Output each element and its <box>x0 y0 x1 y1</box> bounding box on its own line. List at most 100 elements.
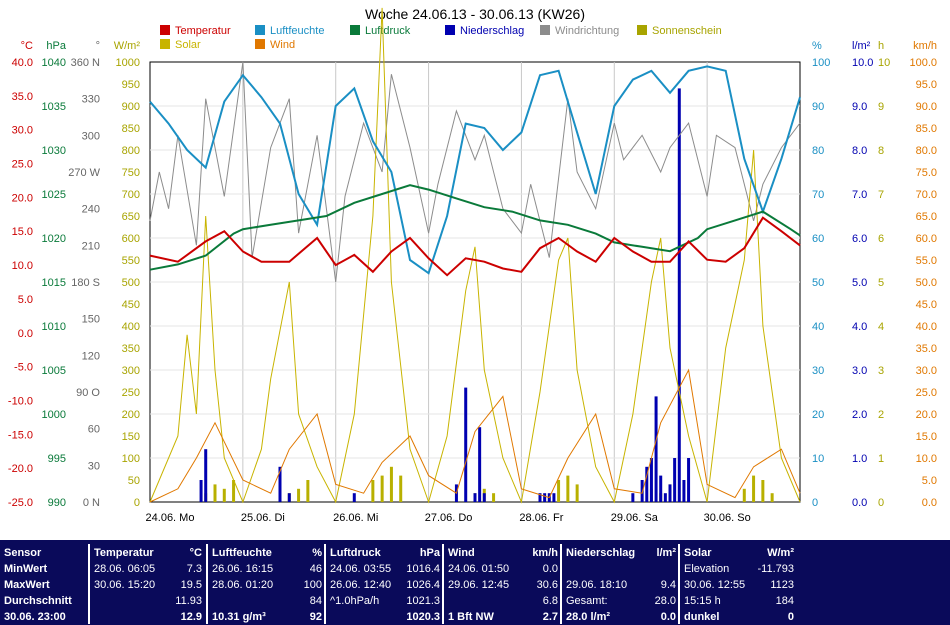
wind-header: Wind km/h <box>448 546 558 560</box>
legend-swatch-7 <box>255 39 265 49</box>
wind-row-0-value: 0.0 <box>542 563 558 575</box>
axis-0-tick-9: -5.0 <box>14 362 33 374</box>
precip-bar-24 <box>682 480 686 502</box>
luftfeuchte-row-1: 28.06. 01:20 100 <box>212 578 322 592</box>
wind-row-0: 24.06. 01:50 0.0 <box>448 562 558 576</box>
series-luftdruck <box>149 184 801 271</box>
axis-7-tick-2: 90.0 <box>916 101 937 113</box>
axis-7-tick-6: 70.0 <box>916 189 937 201</box>
luftdruck-row-0-label: 24.06. 03:55 <box>330 563 392 575</box>
precip-bar-7 <box>473 493 477 502</box>
legend-label-5: Sonnenschein <box>652 25 722 37</box>
sunshine-bar-21 <box>752 475 756 502</box>
niederschlag-row-3-label: 28.0 l/m² <box>566 611 611 623</box>
legend-swatch-5 <box>637 25 647 35</box>
precip-bar-20 <box>663 493 667 502</box>
axis-5-tick-1: 9.0 <box>852 101 867 113</box>
axis-unit-2: ° <box>96 40 100 52</box>
niederschlag-header: Niederschlag l/m² <box>566 546 676 560</box>
legend-swatch-4 <box>540 25 550 35</box>
axis-2-tick-10: 60 <box>88 424 100 436</box>
axis-3-tick-10: 500 <box>122 277 140 289</box>
axis-1-tick-2: 1030 <box>42 145 66 157</box>
temperatur-header-label: Temperatur <box>94 547 154 559</box>
niederschlag-row-2-label: Gesamt: <box>566 595 608 607</box>
axis-1-tick-7: 1005 <box>42 365 66 377</box>
wind-row-1-label: 29.06. 12:45 <box>448 579 510 591</box>
sunshine-bar-10 <box>399 475 403 502</box>
legend-label-2: Luftdruck <box>365 25 411 37</box>
wind-row-3-value: 2.7 <box>542 611 558 623</box>
axis-7-tick-20: 0.0 <box>922 497 937 509</box>
chart-legend: Temperatur Luftfeuchte Luftdruck Niederschl… <box>160 25 722 51</box>
axis-0-tick-5: 15.0 <box>12 226 33 238</box>
axis-3-tick-17: 150 <box>122 431 140 443</box>
precip-bar-3 <box>287 493 291 502</box>
axis-0-tick-10: -10.0 <box>8 395 33 407</box>
temperatur-row-3-value: 12.9 <box>180 611 202 623</box>
niederschlag-row-2-value: 28.0 <box>654 595 676 607</box>
axis-5-tick-4: 6.0 <box>852 233 867 245</box>
axis-4-tick-10: 0 <box>812 497 818 509</box>
axis-1-tick-4: 1020 <box>42 233 66 245</box>
axis-3-tick-12: 400 <box>122 321 140 333</box>
axis-3-tick-0: 1000 <box>116 57 140 69</box>
temperatur-row-2: 11.93 <box>94 594 202 608</box>
axis-2-tick-11: 30 <box>88 460 100 472</box>
precip-bar-23 <box>677 88 681 503</box>
axis-7-tick-18: 10.0 <box>916 453 937 465</box>
axis-7-tick-12: 40.0 <box>916 321 937 333</box>
wind-row-3-label: 1 Bft NW <box>448 611 494 623</box>
temperatur-row-3: 12.9 <box>94 610 202 624</box>
axis-0-tick-3: 25.0 <box>12 159 33 171</box>
solar-row-0-value: -11.793 <box>757 563 795 575</box>
legend-label-3: Niederschlag <box>460 25 524 37</box>
axis-2-tick-12: 0 N <box>83 497 100 509</box>
axis-3-tick-7: 650 <box>122 211 140 223</box>
axis-4-tick-8: 20 <box>812 409 824 421</box>
precip-bar-14 <box>631 493 635 502</box>
axis-3-tick-9: 550 <box>122 255 140 267</box>
series-luftfeuchte <box>149 65 801 275</box>
legend-swatch-3 <box>445 25 455 35</box>
axis-7-tick-5: 75.0 <box>916 167 937 179</box>
axis-4-tick-2: 80 <box>812 145 824 157</box>
solar-row-3-value: 0 <box>787 611 794 623</box>
weather-chart: Woche 24.06.13 - 30.06.13 (KW26) Tempera… <box>8 6 937 524</box>
axis-3-tick-18: 100 <box>122 453 140 465</box>
sunshine-bar-9 <box>389 466 393 502</box>
sunshine-bar-1 <box>213 484 217 502</box>
niederschlag-row-2: Gesamt: 28.0 <box>566 594 676 608</box>
x-label-0: 24.06. Mo <box>146 512 195 524</box>
solar-header-unit: W/m² <box>767 547 794 559</box>
axis-0-tick-12: -20.0 <box>8 463 33 475</box>
solar-row-2-label: 15:15 h <box>684 595 721 607</box>
axis-6-tick-5: 5 <box>878 277 884 289</box>
axis-3-tick-3: 850 <box>122 123 140 135</box>
x-label-2: 26.06. Mi <box>333 512 378 524</box>
axis-6-tick-2: 8 <box>878 145 884 157</box>
axis-0-tick-0: 40.0 <box>12 57 33 69</box>
axis-unit-7: km/h <box>913 40 937 52</box>
niederschlag-row-0 <box>566 562 676 576</box>
series-temperatur <box>149 216 801 277</box>
axis-4-tick-4: 60 <box>812 233 824 245</box>
axis-2-tick-4: 240 <box>82 204 100 216</box>
legend-label-0: Temperatur <box>175 25 231 37</box>
axis-7-tick-17: 15.0 <box>916 431 937 443</box>
temperatur-header-unit: °C <box>189 547 202 559</box>
temperatur-row-0: 28.06. 06:05 7.3 <box>94 562 202 576</box>
legend-label-6: Solar <box>175 39 201 51</box>
axis-0-tick-6: 10.0 <box>12 260 33 272</box>
legend-swatch-6 <box>160 39 170 49</box>
precip-bar-0 <box>199 480 203 502</box>
wind-row-0-label: 24.06. 01:50 <box>448 563 510 575</box>
sunshine-bar-22 <box>761 480 765 502</box>
luftdruck-row-3-value: 1020.3 <box>406 611 440 623</box>
axis-6-tick-8: 2 <box>878 409 884 421</box>
temperatur-row-0-value: 7.3 <box>186 563 202 575</box>
luftfeuchte-row-1-value: 100 <box>303 579 322 591</box>
precip-bar-11 <box>543 493 547 502</box>
axis-6-tick-3: 7 <box>878 189 884 201</box>
luftdruck-header-unit: hPa <box>419 547 440 559</box>
